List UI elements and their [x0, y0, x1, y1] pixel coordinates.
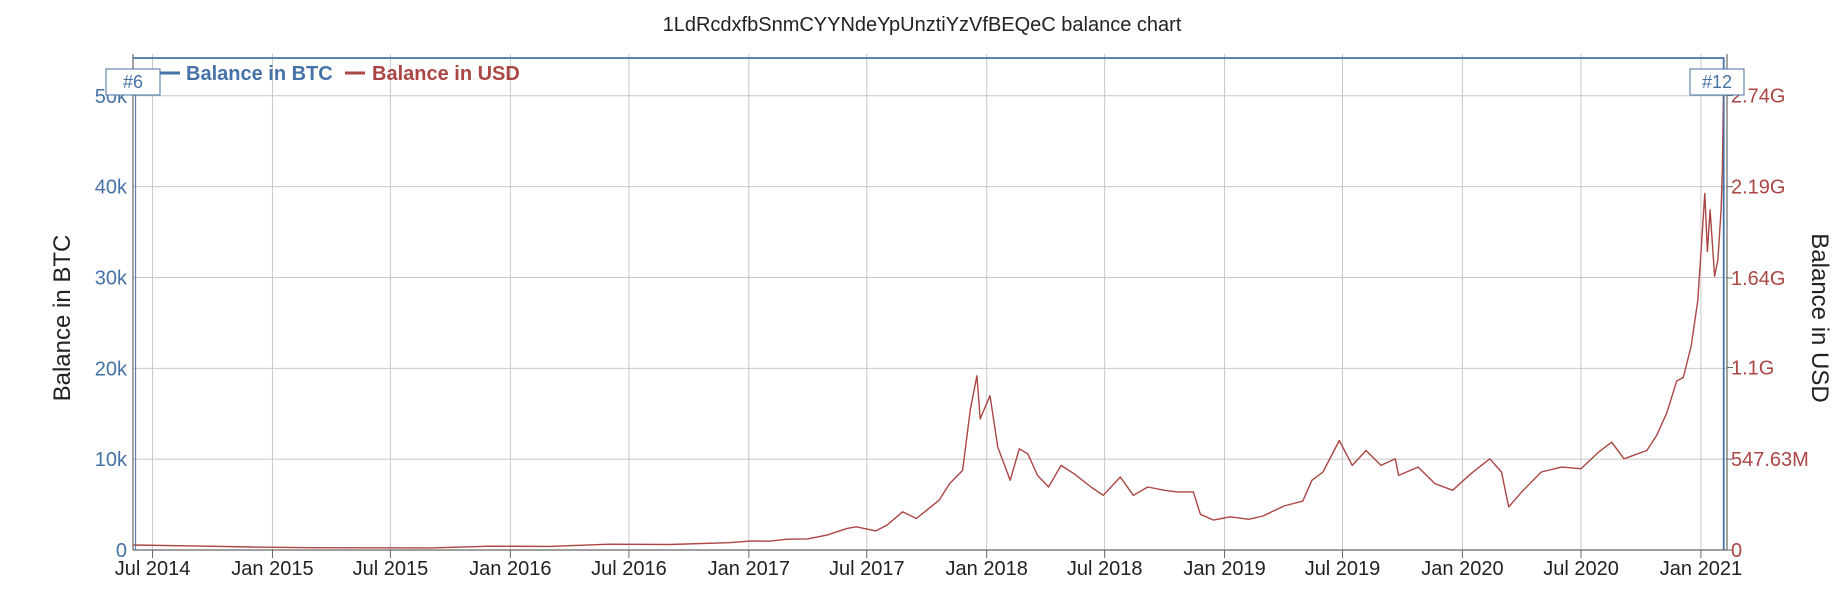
- x-tick-label: Jul 2015: [353, 558, 429, 580]
- y-left-tick-label: 20k: [95, 358, 128, 380]
- flag-label: #12: [1702, 72, 1732, 92]
- usd-balance-line: [132, 88, 1725, 549]
- y-left-tick-label: 10k: [95, 449, 128, 471]
- y-right-tick-label: 0: [1731, 540, 1742, 562]
- x-tick-label: Jan 2020: [1421, 558, 1503, 580]
- y-right-tick-label: 1.64G: [1731, 268, 1785, 290]
- x-tick-label: Jan 2018: [946, 558, 1028, 580]
- x-tick-label: Jul 2020: [1543, 558, 1619, 580]
- x-tick-label: Jan 2021: [1660, 558, 1742, 580]
- x-tick-label: Jul 2017: [829, 558, 905, 580]
- legend[interactable]: Balance in BTC Balance in USD: [160, 63, 520, 85]
- y-left-tick-label: 30k: [95, 267, 128, 289]
- flags: #6 #12: [105, 68, 1745, 550]
- x-tick-label: Jan 2019: [1183, 558, 1265, 580]
- x-tick-label: Jul 2018: [1067, 558, 1143, 580]
- chart-title: 1LdRcdxfbSnmCYYNdeYpUnztiYzVfBEQeC balan…: [663, 14, 1182, 36]
- x-tick-label: Jul 2019: [1305, 558, 1381, 580]
- y-right-tick-label: 547.63M: [1731, 449, 1809, 471]
- x-tick-label: Jan 2017: [708, 558, 790, 580]
- y-left-tick-label: 40k: [95, 177, 128, 199]
- grid-lines: [133, 54, 1727, 550]
- flag-box: [1689, 68, 1745, 96]
- y-right-tick-label: 2.19G: [1731, 177, 1785, 199]
- flag-box: [105, 68, 161, 96]
- x-tick-label: Jul 2014: [115, 558, 191, 580]
- x-tick-label: Jan 2016: [469, 558, 551, 580]
- legend-usd-label[interactable]: Balance in USD: [372, 63, 520, 85]
- flag-label: #6: [123, 72, 143, 92]
- legend-btc-label[interactable]: Balance in BTC: [186, 63, 333, 85]
- x-tick-label: Jan 2015: [231, 558, 313, 580]
- y-axis-right-label: Balance in USD: [1806, 233, 1833, 402]
- y-right-tick-label: 2.74G: [1731, 85, 1785, 107]
- y-left-tick-label: 0: [116, 540, 127, 562]
- x-tick-label: Jul 2016: [591, 558, 667, 580]
- tick-labels: Jul 2014 Jan 2015 Jul 2015 Jan 2016 Jul 2016…: [95, 85, 1809, 580]
- y-axis-left-label: Balance in BTC: [49, 235, 76, 402]
- y-right-tick-label: 1.1G: [1731, 358, 1774, 380]
